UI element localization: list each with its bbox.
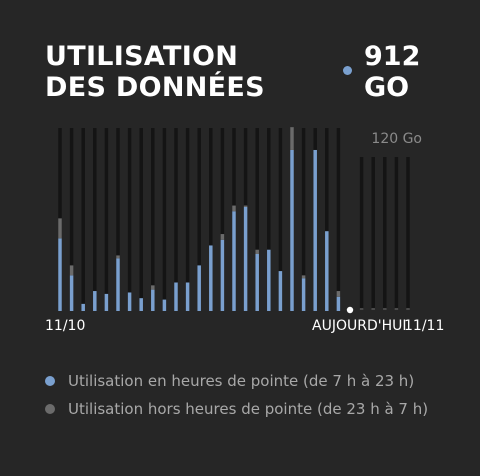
bar-track (255, 128, 259, 311)
bar-track (185, 128, 190, 311)
bar-offpeak (69, 265, 74, 276)
bar-track-future (406, 157, 410, 309)
bar-offpeak (243, 205, 248, 207)
bar-peak (301, 278, 306, 311)
total-usage-dot (343, 66, 352, 75)
bar-peak (69, 275, 74, 311)
bar-peak (58, 238, 62, 311)
bar-track (127, 128, 132, 311)
bar-offpeak (290, 127, 294, 150)
bar-peak (104, 293, 109, 311)
bar-track (325, 128, 329, 311)
legend-offpeak-dot (45, 404, 55, 414)
bar-future-base (406, 308, 410, 310)
bar-peak (174, 282, 178, 311)
bar-offpeak (151, 285, 155, 290)
bar-peak (255, 254, 259, 311)
bar-peak (116, 258, 120, 311)
x-today-label: AUJOURD'HUI (312, 318, 407, 334)
legend-peak-label: Utilisation en heures de pointe (de 7 h … (68, 372, 415, 390)
bar-track (139, 128, 143, 311)
bar-peak (290, 149, 294, 311)
bar-future-base (383, 308, 387, 310)
bar-track (174, 128, 178, 311)
bar-offpeak (116, 255, 120, 259)
bar-future-base (394, 308, 399, 310)
legend-offpeak: Utilisation hors heures de pointe (de 23… (45, 400, 428, 418)
bar-track (220, 128, 225, 311)
bar-track-future (359, 157, 364, 309)
bar-offpeak (58, 218, 62, 239)
bar-track (81, 128, 85, 311)
bar-peak (313, 149, 317, 311)
bar-track (197, 128, 201, 311)
x-start-label: 11/10 (45, 318, 86, 334)
today-marker (346, 306, 354, 314)
bar-peak (151, 289, 155, 311)
bar-offpeak (301, 275, 306, 279)
bar-track-future (371, 157, 375, 309)
bar-peak (162, 299, 167, 311)
bar-future-base (371, 308, 375, 310)
legend-offpeak-label: Utilisation hors heures de pointe (de 23… (68, 400, 429, 418)
bar-offpeak (232, 205, 236, 212)
bar-peak (232, 211, 236, 311)
bar-peak (139, 298, 143, 311)
page-title: UTILISATION DES DONNÉES (45, 41, 265, 103)
bar-peak (325, 231, 329, 311)
bar-track-future (383, 157, 387, 309)
total-usage: 912 GO (364, 41, 420, 103)
legend-peak: Utilisation en heures de pointe (de 7 h … (45, 372, 414, 390)
bar-peak (81, 303, 85, 311)
bar-peak (278, 271, 283, 311)
bar-track (104, 128, 109, 311)
bar-peak (336, 296, 341, 311)
bar-track-future (394, 157, 399, 309)
bar-peak (243, 206, 248, 311)
bar-peak (197, 265, 201, 311)
x-end-label: 11/11 (404, 318, 445, 334)
usage-chart: 120 Go (58, 127, 422, 314)
legend-peak-dot (45, 376, 55, 386)
bar-track (278, 128, 283, 311)
bar-track (116, 128, 120, 311)
bar-track (301, 128, 306, 311)
bar-peak (220, 239, 225, 311)
bar-peak (185, 282, 190, 311)
bar-offpeak (220, 234, 225, 240)
bar-peak (209, 245, 213, 311)
bar-track (162, 128, 167, 311)
bar-peak (267, 249, 271, 311)
total-usage-unit: GO (364, 72, 410, 103)
bar-track (267, 128, 271, 311)
bar-peak (93, 291, 97, 311)
bar-offpeak (255, 249, 259, 254)
bar-track (209, 128, 213, 311)
bar-offpeak (336, 291, 341, 297)
bar-future-base (359, 308, 364, 310)
bar-track (69, 128, 74, 311)
bar-track (151, 128, 155, 311)
bar-track (336, 128, 341, 311)
total-usage-value: 912 (364, 41, 421, 72)
bar-peak (127, 292, 132, 311)
bar-track (93, 128, 97, 311)
max-value-label: 120 Go (371, 131, 422, 147)
